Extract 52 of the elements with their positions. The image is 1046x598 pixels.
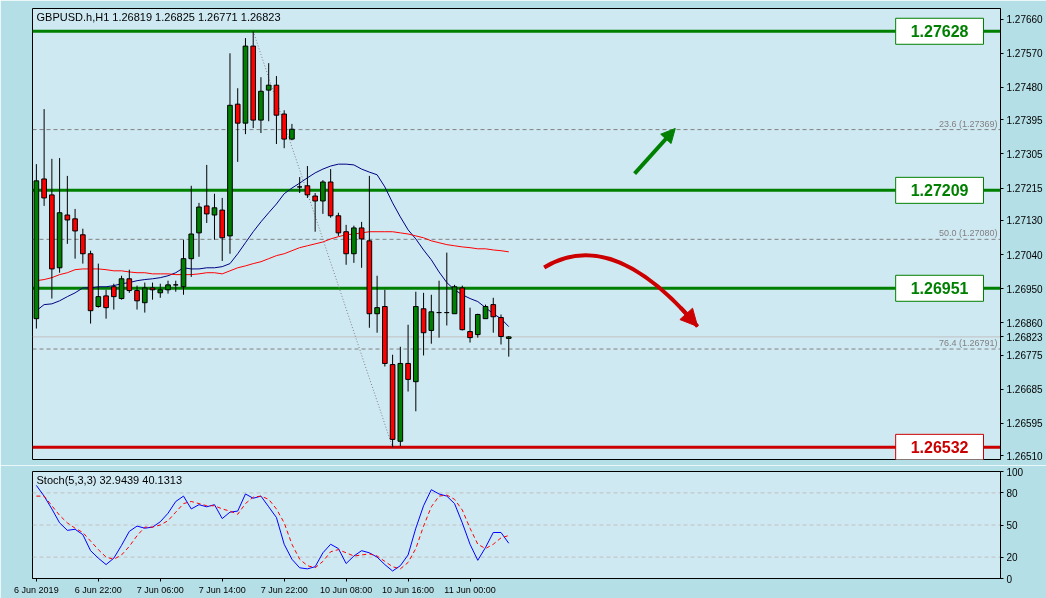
candlestick [134, 285, 140, 311]
x-tick-label: 7 Jun 06:00 [136, 584, 184, 595]
candlestick [498, 313, 504, 345]
y-tick-label: 1.26775 [1006, 350, 1044, 362]
candlestick [110, 283, 117, 311]
candlestick [211, 193, 218, 241]
candlestick [80, 228, 86, 265]
candlestick [312, 192, 318, 233]
ref-line-label: 23.6 (1.27369) [938, 118, 998, 129]
candlestick [72, 208, 78, 260]
ref-line-label: 76.4 (1.26791) [938, 338, 998, 349]
x-tick-label: 7 Jun 14:00 [198, 584, 246, 595]
x-tick-label: 6 Jun 22:00 [74, 584, 122, 595]
y-tick-label: 1.27395 [1006, 114, 1044, 126]
y-tick-label: 1.26950 [1006, 283, 1044, 295]
ref-line-label: 1.27209 [910, 182, 969, 200]
candlestick [405, 324, 411, 393]
y-tick-label: 1.27570 [1006, 48, 1044, 60]
candlestick [203, 164, 210, 224]
y-tick-label: 1.27130 [1006, 215, 1044, 227]
ref-line-label: 1.26532 [910, 439, 969, 457]
candlestick [41, 108, 47, 207]
chart-title: Stoch(5,3,3) 32.9439 40.1313 [36, 473, 183, 486]
y-tick-label: 20 [1006, 552, 1019, 564]
y-tick-label: 80 [1006, 487, 1019, 499]
x-tick-label: 11 Jun 00:00 [444, 584, 496, 595]
candlestick [103, 289, 109, 320]
y-tick-label: 1.27040 [1006, 249, 1044, 261]
y-tick-label: 1.26860 [1006, 317, 1044, 329]
ref-line-label: 1.26951 [910, 280, 969, 298]
x-tick-label: 10 Jun 08:00 [320, 584, 373, 595]
y-tick-label: 100 [1006, 466, 1024, 478]
x-tick-label: 6 Jun 2019 [14, 584, 59, 595]
x-tick-label: 7 Jun 22:00 [260, 584, 308, 595]
chart-title: GBPUSD.h,H1 1.26819 1.26825 1.26771 1.26823 [36, 10, 281, 23]
y-tick-label: 0 [1006, 573, 1013, 585]
x-tick-label: 10 Jun 16:00 [382, 584, 435, 595]
candlestick [304, 165, 311, 199]
y-tick-label: 1.27215 [1006, 183, 1044, 195]
candlestick [490, 297, 497, 334]
y-tick-label: 1.26595 [1006, 418, 1044, 430]
y-tick-label: 1.26685 [1006, 384, 1044, 396]
y-tick-label: 50 [1006, 520, 1019, 531]
y-tick-label: 1.27305 [1006, 148, 1044, 160]
y-tick-label: 1.26510 [1006, 450, 1044, 462]
ref-line-label: 1.26823 [1006, 331, 1044, 343]
candlestick [467, 307, 473, 344]
ref-line-label: 50.0 (1.27080) [938, 228, 998, 239]
candlestick [505, 335, 512, 358]
y-tick-label: 1.27480 [1006, 82, 1044, 94]
ref-line-label: 1.27628 [910, 23, 969, 41]
y-tick-label: 1.27660 [1006, 14, 1044, 26]
